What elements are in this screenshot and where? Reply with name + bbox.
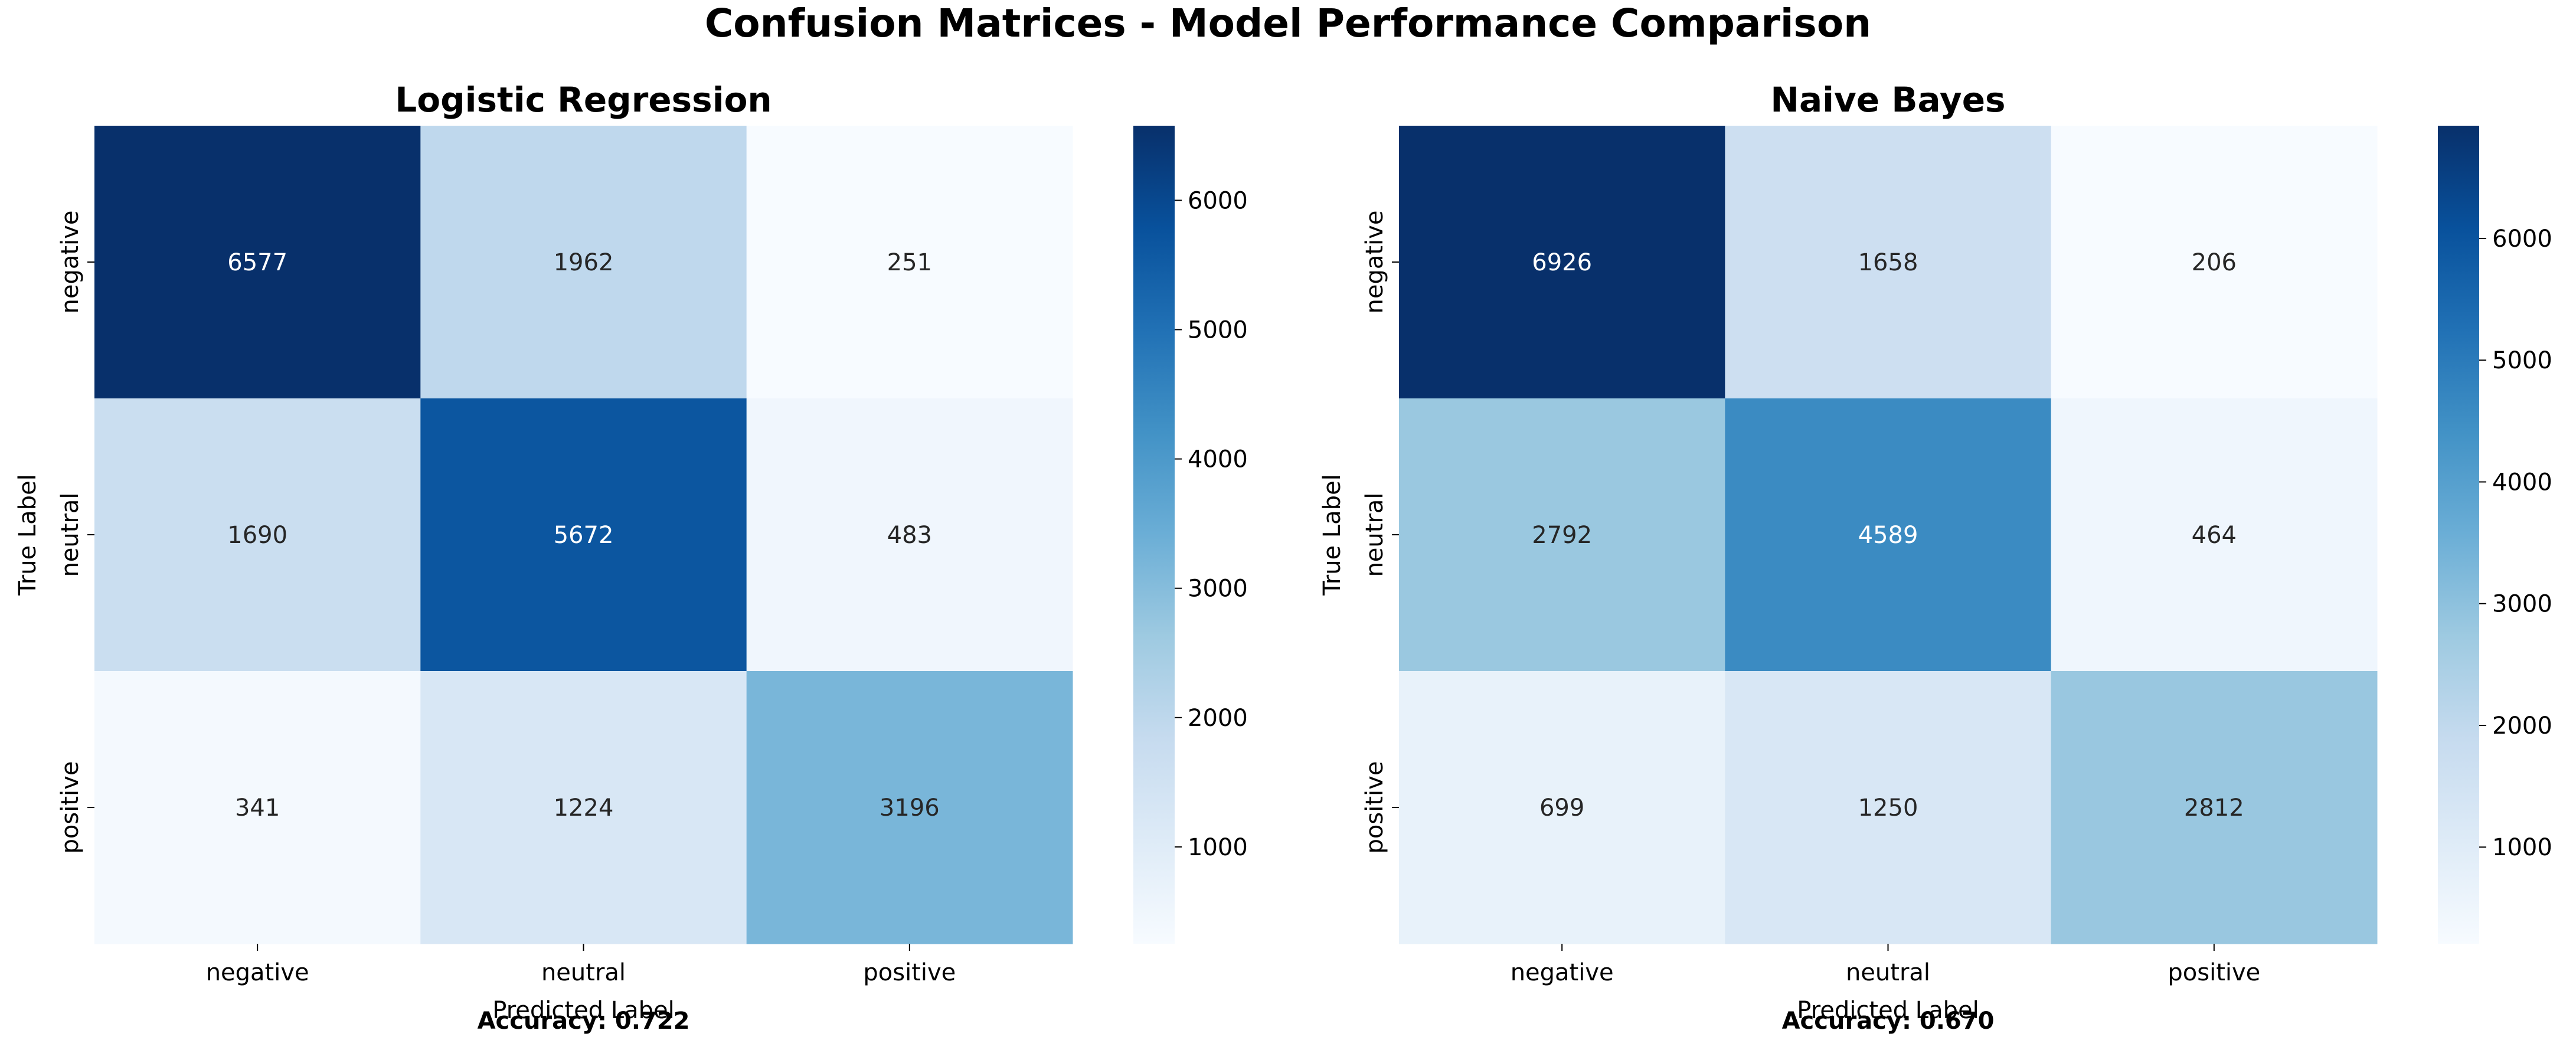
y-axis-label: True Label [1319, 474, 1346, 596]
colorbar-tick-label: 2000 [2492, 712, 2552, 740]
confusion-matrix-panel-2: Naive Bayes 6926 1658 206 2792 4589 464 699 1250… [1319, 80, 2552, 1035]
heatmap-cell [420, 671, 747, 944]
cell-value-label: 2792 [1532, 522, 1592, 549]
colorbar-tick-label: 2000 [1188, 705, 1248, 732]
heatmap-cell [94, 398, 421, 672]
y-tick-label: neutral [1361, 492, 1388, 577]
heatmap-cell [1399, 398, 1725, 672]
heatmap-cell [420, 126, 747, 399]
colorbar-tick-label: 6000 [1188, 187, 1248, 214]
colorbar-tick-label: 5000 [1188, 317, 1248, 344]
heatmap-cell [2051, 126, 2378, 399]
cell-value-label: 341 [235, 794, 280, 822]
y-axis-label: True Label [14, 474, 41, 596]
x-tick-label: neutral [1846, 959, 1930, 986]
y-tick-label: positive [57, 761, 84, 854]
heatmap-cell [746, 671, 1073, 944]
heatmap-cell [1725, 398, 2052, 672]
heatmap-cell [746, 126, 1073, 399]
colorbar-tick-label: 3000 [1188, 575, 1248, 603]
cell-value-label: 1658 [1858, 249, 1918, 276]
cell-value-label: 5672 [554, 522, 614, 549]
cell-value-label: 2812 [2184, 794, 2244, 822]
cell-value-label: 6577 [227, 249, 287, 276]
cell-value-label: 464 [2192, 522, 2237, 549]
x-axis-label: Predicted Label [1797, 997, 1979, 1024]
y-tick-label: negative [57, 211, 84, 314]
y-tick-label: neutral [57, 492, 84, 577]
heatmap-cell [1725, 671, 2052, 944]
colorbar-tick-label: 1000 [1188, 834, 1248, 861]
figure-title: Confusion Matrices - Model Performance C… [705, 1, 1871, 46]
accuracy-label: Accuracy: 0.722 [478, 1008, 690, 1035]
cell-value-label: 3196 [880, 794, 940, 822]
x-tick-label: positive [863, 959, 956, 986]
confusion-matrix-panel-1: Logistic Regression 6577 1962 251 1690 5672 48… [14, 80, 1248, 1035]
cell-value-label: 699 [1539, 794, 1584, 822]
y-tick-label: negative [1361, 211, 1388, 314]
x-tick-label: positive [2168, 959, 2260, 986]
colorbar-tick-label: 3000 [2492, 591, 2552, 618]
cell-value-label: 1250 [1858, 794, 1918, 822]
panel-title: Naive Bayes [1770, 80, 2005, 120]
heatmap-cell [94, 126, 421, 399]
colorbar [2438, 126, 2479, 944]
accuracy-label: Accuracy: 0.670 [1782, 1008, 1995, 1035]
colorbar-tick-label: 4000 [2492, 469, 2552, 496]
cell-value-label: 206 [2192, 249, 2237, 276]
panel-title: Logistic Regression [395, 80, 772, 120]
cell-value-label: 251 [887, 249, 932, 276]
x-tick-label: negative [1511, 959, 1614, 986]
heatmap-cell [94, 671, 421, 944]
x-axis-label: Predicted Label [492, 997, 674, 1024]
x-tick-label: neutral [541, 959, 626, 986]
colorbar-tick-label: 5000 [2492, 347, 2552, 374]
heatmap-cell [2051, 398, 2378, 672]
heatmap-cell [1725, 126, 2052, 399]
heatmap-cell [1399, 126, 1725, 399]
colorbar [1133, 126, 1175, 944]
colorbar-tick-label: 4000 [1188, 446, 1248, 473]
colorbar-tick-label: 6000 [2492, 225, 2552, 253]
cell-value-label: 1690 [227, 522, 287, 549]
heatmap-cell [420, 398, 747, 672]
cell-value-label: 4589 [1858, 522, 1918, 549]
x-tick-label: negative [206, 959, 309, 986]
cell-value-label: 1962 [554, 249, 614, 276]
colorbar-tick-label: 1000 [2492, 834, 2552, 861]
cell-value-label: 6926 [1532, 249, 1592, 276]
heatmap-cell [1399, 671, 1725, 944]
cell-value-label: 483 [887, 522, 932, 549]
heatmap-cell [746, 398, 1073, 672]
cell-value-label: 1224 [554, 794, 614, 822]
y-tick-label: positive [1361, 761, 1388, 854]
heatmap-cell [2051, 671, 2378, 944]
